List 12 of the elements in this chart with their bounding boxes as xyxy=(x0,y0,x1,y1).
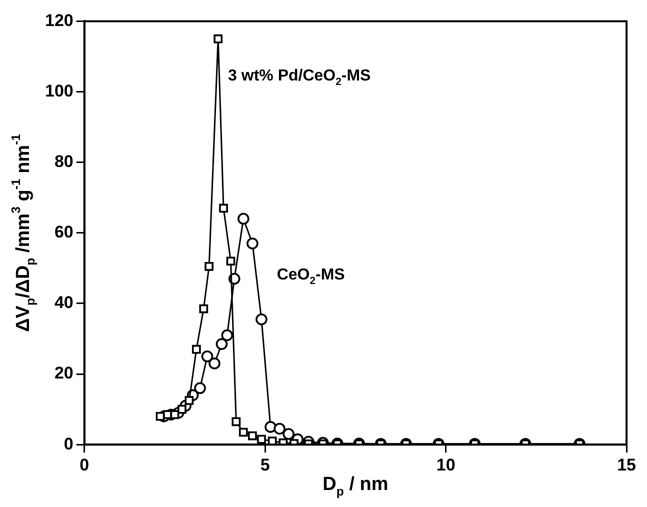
y-tick-label: 40 xyxy=(54,293,74,312)
y-tick-label: 100 xyxy=(44,81,74,100)
x-tick-label: 0 xyxy=(80,455,90,474)
x-tick-label: 10 xyxy=(436,455,456,474)
x-tick-label: 5 xyxy=(260,455,270,474)
y-tick-label: 0 xyxy=(64,434,74,454)
text: ΔVp/ΔDp /mm3 g-1 nm-1 xyxy=(9,134,38,332)
x-tick-label: 15 xyxy=(617,455,636,474)
y-tick-label: 60 xyxy=(54,222,74,242)
y-tick-label: 120 xyxy=(44,10,74,30)
y-tick-label: 80 xyxy=(54,152,74,172)
y-tick-label: 20 xyxy=(54,364,74,383)
